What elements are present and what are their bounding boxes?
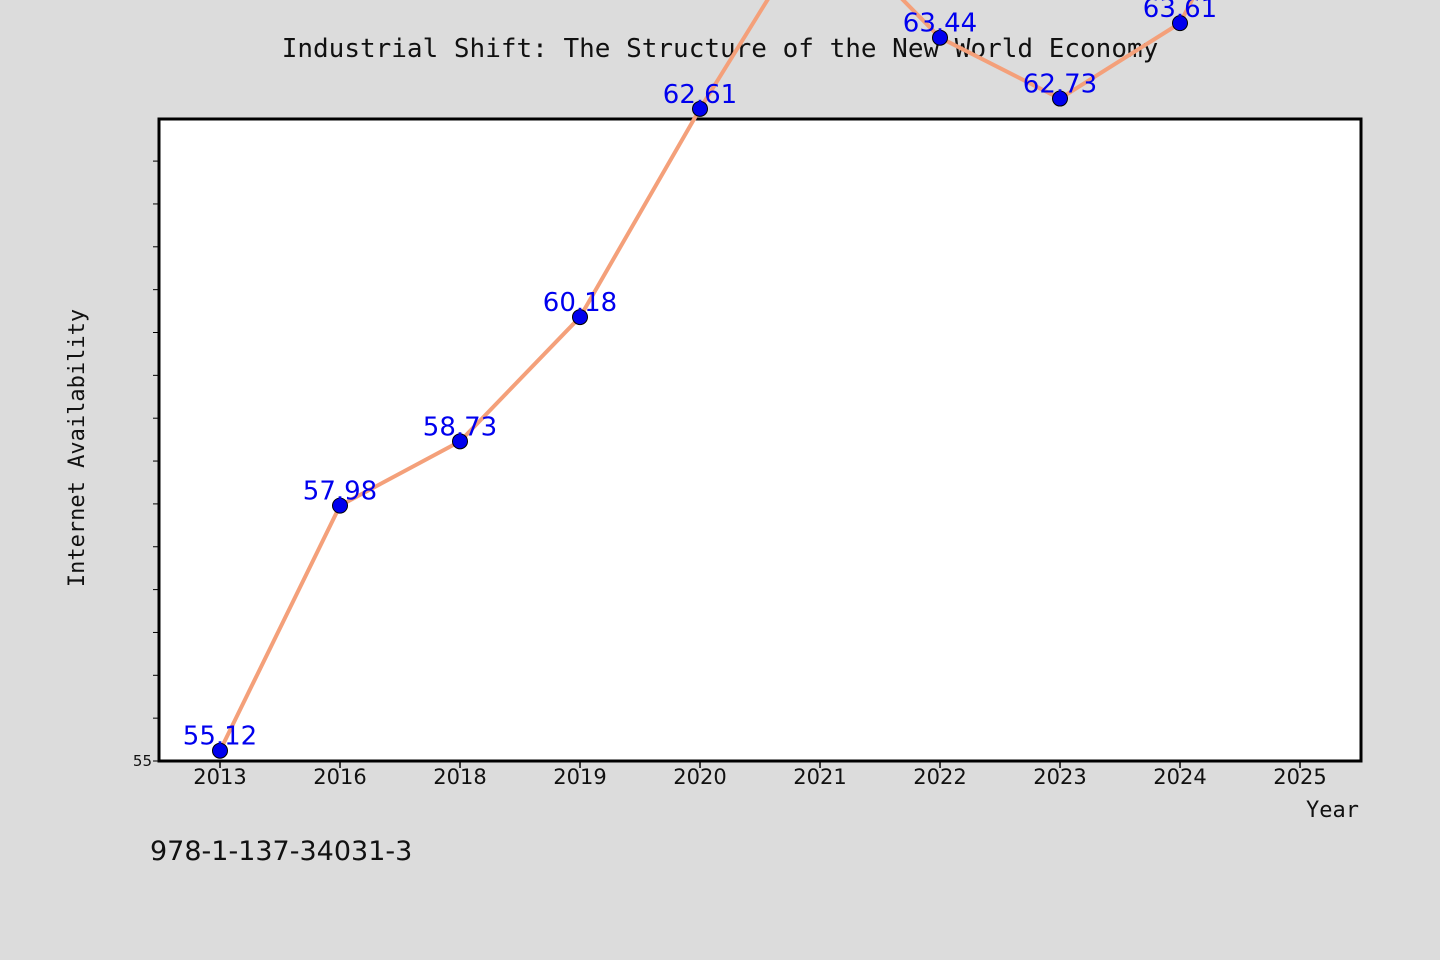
data-label: 63.61	[1143, 0, 1217, 24]
data-label: 62.73	[1023, 70, 1097, 100]
x-tick-label: 2023	[1033, 765, 1086, 789]
data-label: 57.98	[303, 477, 377, 507]
data-point	[212, 742, 228, 759]
x-tick-label: 2013	[193, 765, 246, 789]
x-tick-label: 2022	[913, 765, 966, 789]
data-point	[1052, 90, 1068, 107]
x-axis-ticks: 2013 2016 2018 2019 2020 2021 2022 2023 2024 2025	[193, 761, 1327, 789]
data-point	[452, 433, 468, 450]
x-tick-label: 2021	[793, 765, 846, 789]
data-point	[1172, 15, 1188, 32]
isbn-label: 978-1-137-34031-3	[150, 836, 413, 867]
x-tick-label: 2019	[553, 765, 606, 789]
data-point	[332, 497, 348, 514]
data-point	[692, 100, 708, 117]
data-label: 58.73	[423, 412, 497, 442]
x-tick-label: 2025	[1273, 765, 1326, 789]
data-point	[572, 309, 588, 326]
x-axis-label: Year	[1306, 798, 1359, 823]
y-tick-label: 55	[133, 752, 152, 770]
y-axis-label: Internet Availability	[65, 309, 90, 587]
data-label: 55.12	[183, 722, 257, 752]
data-label: 60.18	[543, 288, 617, 318]
chart-title: Industrial Shift: The Structure of the N…	[281, 34, 1159, 64]
data-label: 63.44	[903, 9, 977, 39]
series-line	[218, 0, 1195, 753]
series-layer	[212, 0, 1195, 759]
x-tick-label: 2024	[1153, 765, 1206, 789]
data-label: 62.61	[663, 80, 737, 110]
data-point	[932, 29, 948, 46]
x-tick-label: 2020	[673, 765, 726, 789]
plot-area	[157, 117, 1363, 763]
x-tick-label: 2018	[433, 765, 486, 789]
data-labels-layer: 55.1257.9858.7360.1862.6164.8763.4462.73…	[183, 0, 1217, 752]
x-tick-label: 2016	[313, 765, 366, 789]
y-axis-ticks: 55	[133, 160, 159, 770]
